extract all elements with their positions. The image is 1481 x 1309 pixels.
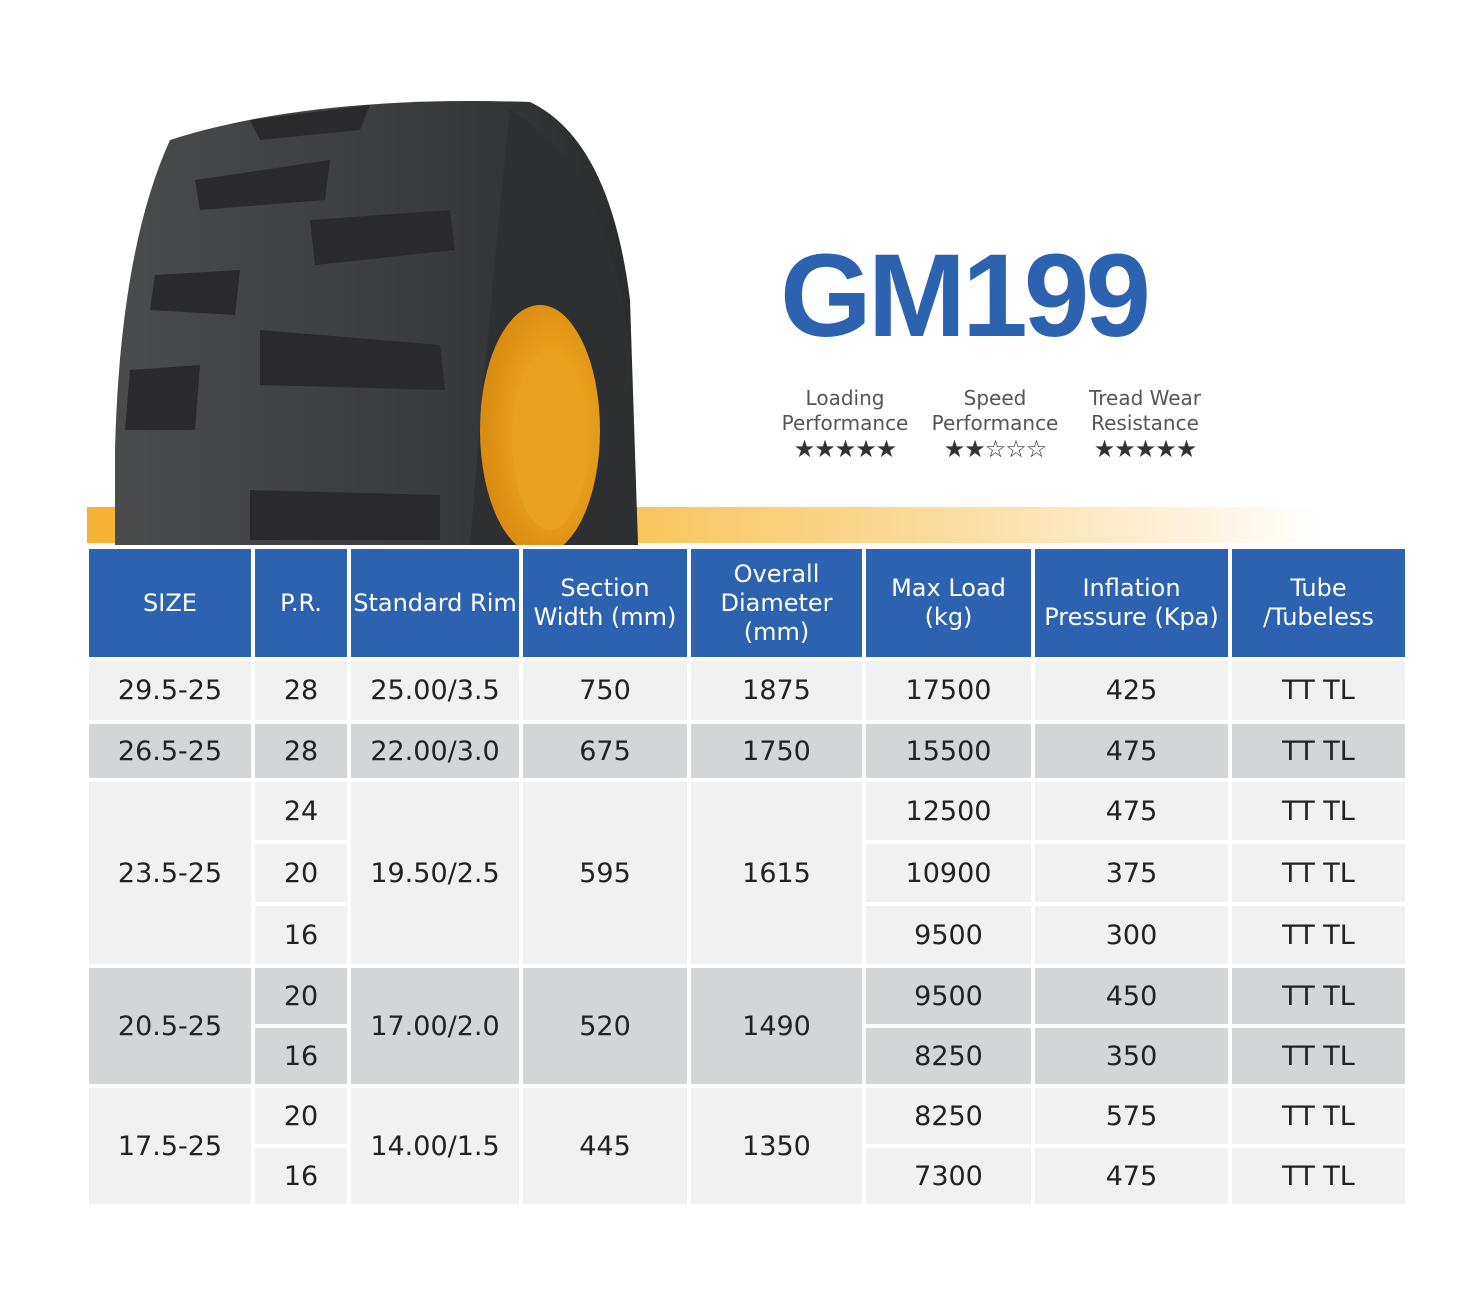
column-header: Section Width (mm) bbox=[523, 549, 687, 657]
table-row: 26.5-25 28 22.00/3.0 675 1750 15500 475 TT TL bbox=[89, 724, 1405, 778]
max-load-cell: 15500 bbox=[866, 724, 1031, 778]
pressure-cell: 375 bbox=[1035, 844, 1228, 902]
product-title: GM199 bbox=[780, 230, 1151, 362]
tube-cell: TT TL bbox=[1232, 1088, 1405, 1144]
pressure-cell: 450 bbox=[1035, 968, 1228, 1024]
performance-ratings: Loading Performance ★★★★★ Speed Performa… bbox=[770, 386, 1220, 462]
tube-cell: TT TL bbox=[1232, 906, 1405, 964]
max-load-cell: 10900 bbox=[866, 844, 1031, 902]
tube-cell: TT TL bbox=[1232, 782, 1405, 840]
pressure-cell: 425 bbox=[1035, 661, 1228, 720]
tube-cell: TT TL bbox=[1232, 661, 1405, 720]
max-load-cell: 8250 bbox=[866, 1088, 1031, 1144]
ply-rating-cell: 20 bbox=[255, 844, 347, 902]
section-width-cell: 750 bbox=[523, 661, 687, 720]
star-rating-icons: ★★☆☆☆ bbox=[943, 435, 1048, 463]
column-header: Standard Rim bbox=[351, 549, 519, 657]
section-width-cell: 520 bbox=[523, 968, 687, 1084]
rim-cell: 17.00/2.0 bbox=[351, 968, 519, 1084]
diameter-cell: 1350 bbox=[691, 1088, 862, 1204]
max-load-cell: 7300 bbox=[866, 1148, 1031, 1204]
size-cell: 17.5-25 bbox=[89, 1088, 251, 1204]
table-row: 17.5-25 20 14.00/1.5 445 1350 8250 575 TT TL bbox=[89, 1088, 1405, 1204]
column-header: SIZE bbox=[89, 549, 251, 657]
ply-rating-cell: 16 bbox=[255, 1148, 347, 1204]
ply-rating-cell: 16 bbox=[255, 906, 347, 964]
table-row: 16 9500 300 TT TL bbox=[89, 906, 1405, 964]
table-row: 20.5-25 20 17.00/2.0 520 1490 9500 450 TT TL bbox=[89, 968, 1405, 1084]
pressure-cell: 475 bbox=[1035, 782, 1228, 840]
tube-cell: TT TL bbox=[1232, 1148, 1405, 1204]
rim-cell: 14.00/1.5 bbox=[351, 1088, 519, 1204]
table-row: 16 8250 350 TT TL bbox=[89, 1028, 1405, 1084]
tube-cell: TT TL bbox=[1232, 1028, 1405, 1084]
pressure-cell: 475 bbox=[1035, 724, 1228, 778]
diameter-cell: 1615 bbox=[691, 782, 862, 964]
rating-loading: Loading Performance ★★★★★ bbox=[770, 386, 920, 462]
tube-cell: TT TL bbox=[1232, 724, 1405, 778]
ply-rating-cell: 24 bbox=[255, 782, 347, 840]
rating-label: Speed Performance bbox=[931, 386, 1059, 435]
column-header: Inflation Pressure (Kpa) bbox=[1035, 549, 1228, 657]
column-header: Overall Diameter (mm) bbox=[691, 549, 862, 657]
max-load-cell: 9500 bbox=[866, 968, 1031, 1024]
max-load-cell: 9500 bbox=[866, 906, 1031, 964]
rim-cell: 19.50/2.5 bbox=[351, 782, 519, 964]
ply-rating-cell: 20 bbox=[255, 1088, 347, 1144]
diameter-cell: 1490 bbox=[691, 968, 862, 1084]
column-header: Tube /Tubeless bbox=[1232, 549, 1405, 657]
max-load-cell: 8250 bbox=[866, 1028, 1031, 1084]
rating-label: Tread Wear Resistance bbox=[1088, 386, 1202, 435]
diameter-cell: 1750 bbox=[691, 724, 862, 778]
pressure-cell: 575 bbox=[1035, 1088, 1228, 1144]
section-width-cell: 595 bbox=[523, 782, 687, 964]
max-load-cell: 17500 bbox=[866, 661, 1031, 720]
rating-tread-wear: Tread Wear Resistance ★★★★★ bbox=[1070, 386, 1220, 462]
spec-table: SIZE P.R. Standard Rim Section Width (mm) Ov… bbox=[85, 545, 1409, 1208]
diameter-cell: 1875 bbox=[691, 661, 862, 720]
size-cell: 26.5-25 bbox=[89, 724, 251, 778]
pressure-cell: 350 bbox=[1035, 1028, 1228, 1084]
table-row: 23.5-25 24 19.50/2.5 595 1615 12500 475 TT TL bbox=[89, 782, 1405, 964]
ply-rating-cell: 16 bbox=[255, 1028, 347, 1084]
size-cell: 20.5-25 bbox=[89, 968, 251, 1084]
star-rating-icons: ★★★★★ bbox=[793, 435, 898, 463]
table-row: 20 10900 375 TT TL bbox=[89, 844, 1405, 902]
ply-rating-cell: 28 bbox=[255, 661, 347, 720]
column-header: P.R. bbox=[255, 549, 347, 657]
ply-rating-cell: 28 bbox=[255, 724, 347, 778]
tire-image bbox=[115, 101, 638, 545]
pressure-cell: 475 bbox=[1035, 1148, 1228, 1204]
max-load-cell: 12500 bbox=[866, 782, 1031, 840]
section-width-cell: 445 bbox=[523, 1088, 687, 1204]
tube-cell: TT TL bbox=[1232, 844, 1405, 902]
rating-label: Loading Performance bbox=[781, 386, 909, 435]
tube-cell: TT TL bbox=[1232, 968, 1405, 1024]
rim-cell: 22.00/3.0 bbox=[351, 724, 519, 778]
section-width-cell: 675 bbox=[523, 724, 687, 778]
pressure-cell: 300 bbox=[1035, 906, 1228, 964]
star-rating-icons: ★★★★★ bbox=[1093, 435, 1198, 463]
ply-rating-cell: 20 bbox=[255, 968, 347, 1024]
rating-speed: Speed Performance ★★☆☆☆ bbox=[920, 386, 1070, 462]
size-cell: 29.5-25 bbox=[89, 661, 251, 720]
column-header: Max Load (kg) bbox=[866, 549, 1031, 657]
table-row: 16 7300 475 TT TL bbox=[89, 1148, 1405, 1204]
table-row: 29.5-25 28 25.00/3.5 750 1875 17500 425 TT TL bbox=[89, 661, 1405, 720]
size-cell: 23.5-25 bbox=[89, 782, 251, 964]
rim-cell: 25.00/3.5 bbox=[351, 661, 519, 720]
